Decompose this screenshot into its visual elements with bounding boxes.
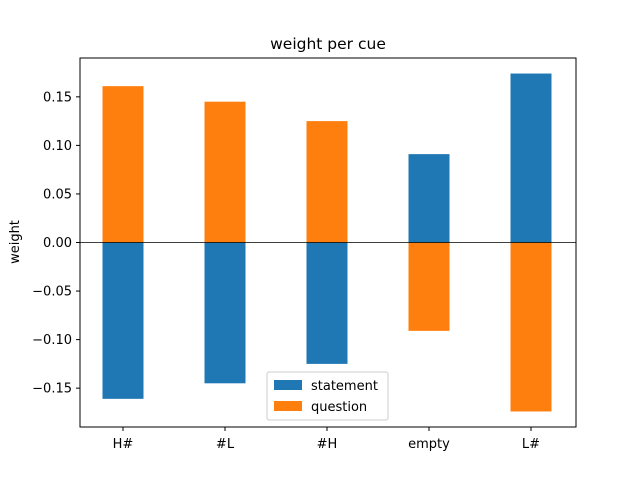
legend: statement question: [266, 371, 389, 421]
bar-question-4: [510, 242, 552, 412]
y-tick-label: 0.15: [43, 90, 72, 105]
legend-label-question: question: [311, 400, 367, 415]
x-tick-label: #L: [216, 437, 235, 452]
bar-question-1: [204, 101, 246, 243]
legend-swatch-question: [274, 401, 302, 411]
x-tick-label: #H: [317, 437, 338, 452]
bar-question-2: [306, 121, 348, 243]
x-axis: H# #L #H empty L#: [113, 427, 540, 452]
y-tick-label: −0.10: [32, 333, 72, 348]
legend-label-statement: statement: [311, 379, 378, 394]
bar-statement-1: [204, 242, 246, 384]
bar-statement-2: [306, 242, 348, 364]
bar-question-0: [102, 86, 144, 243]
bar-question-3: [408, 242, 450, 331]
y-tick-label: 0.10: [43, 139, 72, 154]
chart-title: weight per cue: [270, 35, 386, 53]
plot-frame: [79, 57, 577, 428]
y-axis: −0.15 −0.10 −0.05 0.00 0.05 0.10 0.15: [32, 90, 80, 397]
y-tick-label: 0.00: [43, 236, 72, 251]
y-tick-label: −0.05: [32, 285, 72, 300]
x-tick-label: empty: [408, 437, 450, 452]
y-axis-label: weight: [8, 220, 23, 264]
bar-statement-4: [510, 73, 552, 243]
y-tick-label: 0.05: [43, 187, 72, 202]
bars-layer: [102, 73, 552, 412]
bar-statement-0: [102, 242, 144, 399]
bar-statement-3: [408, 154, 450, 243]
legend-swatch-statement: [274, 380, 302, 390]
y-tick-label: −0.15: [32, 382, 72, 397]
x-tick-label: L#: [522, 437, 540, 452]
x-tick-label: H#: [113, 437, 134, 452]
